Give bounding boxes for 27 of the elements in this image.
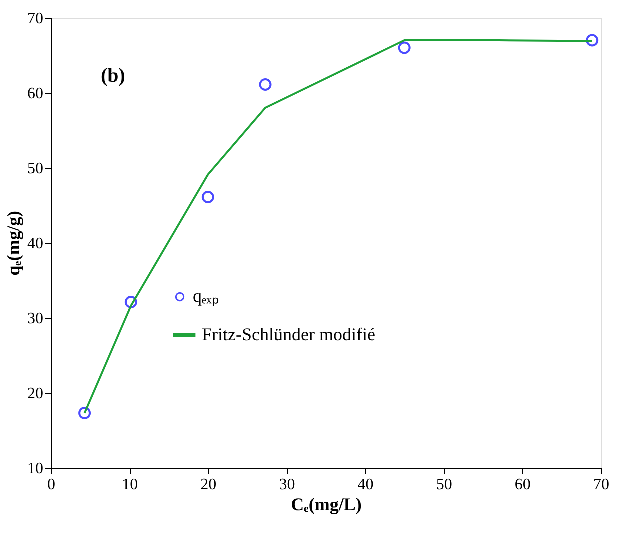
legend-label: Fritz-Schlünder modifié [202, 324, 376, 344]
y-tick-label: 40 [28, 236, 44, 252]
point [78, 407, 92, 420]
y-tick-label: 50 [28, 160, 44, 178]
legend-label: qₑₓₚ [193, 286, 219, 307]
line-series [84, 40, 594, 414]
x-tick-label: 10 [122, 476, 138, 494]
y-tick-label: 20 [28, 386, 44, 402]
annotation: (b) [101, 65, 126, 87]
point [124, 296, 138, 308]
x-tick-label: 20 [200, 476, 217, 494]
x-tick-label: 70 [594, 476, 610, 494]
x-tick-label: 60 [514, 476, 531, 494]
x-axis-title: Cₑ(mg/L) [291, 494, 362, 514]
y-tick-label: 10 [28, 460, 44, 478]
x-tick-label: 0 [48, 476, 56, 494]
y-axis-title: qₑ(mg/g) [4, 211, 24, 276]
point [259, 78, 272, 91]
y-tick-label: 70 [28, 10, 44, 28]
point [202, 191, 214, 204]
y-tick-label: 30 [28, 310, 44, 328]
point [398, 42, 411, 54]
point [586, 34, 599, 47]
x-tick-label: 40 [358, 476, 374, 494]
x-tick-label: 30 [279, 476, 296, 494]
x-tick-label: 50 [436, 476, 452, 494]
y-tick-label: 60 [28, 86, 44, 102]
